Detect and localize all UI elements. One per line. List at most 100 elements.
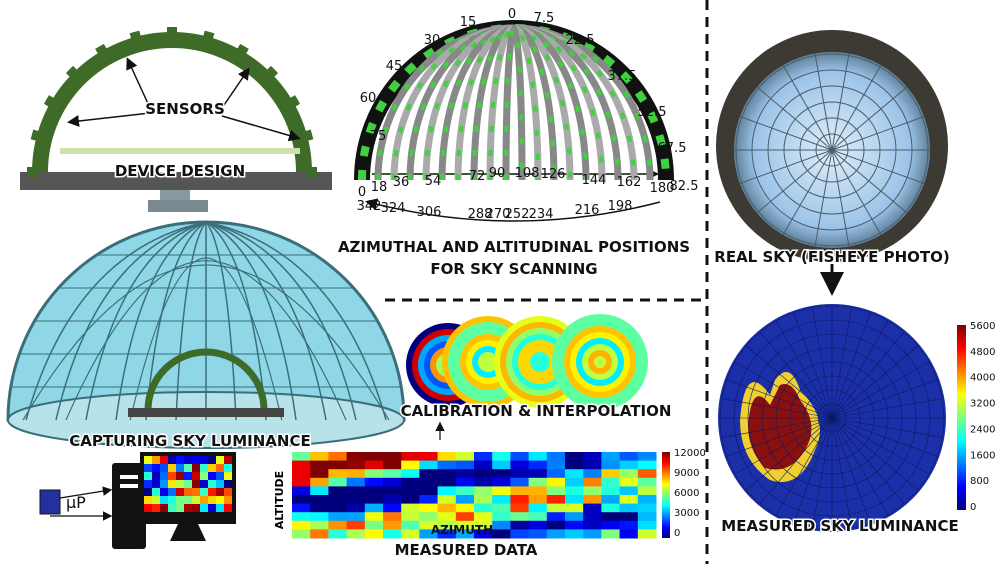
heat-cell [401,495,420,505]
screen-cell [184,472,192,480]
heat-cell [292,452,311,462]
screen-cell [216,456,224,464]
heat-cell [583,503,602,513]
heat-cell [637,460,657,470]
heat-cell [328,512,348,522]
screen-cell [144,456,152,464]
heat-cell [401,529,420,539]
lum-spoke [831,312,871,419]
heat-cell [492,469,511,479]
screen-cell [144,464,152,472]
screen-cell [200,504,208,512]
screen-cell [224,456,232,464]
lum-spoke [726,379,833,419]
heat-cell [292,486,311,496]
screen-cell [200,472,208,480]
heat-cell [292,469,311,479]
azimuth-label: 36 [393,175,410,190]
azimuth-label: 342 [357,199,382,214]
heat-cell [637,520,657,530]
heat-cell [601,469,621,479]
screen-cell [168,480,176,488]
sky-spoke [831,86,908,151]
calibration-title: CALIBRATION & INTERPOLATION [401,402,672,420]
sky-spoke [756,86,833,151]
screen-cell [176,456,184,464]
colorbar-tick: 6000 [674,488,699,499]
altitude-label: 60 [360,91,377,106]
lum-spoke [831,379,938,419]
heat-cell [364,529,384,539]
lum-spoke [721,417,833,438]
heat-cell [437,469,457,479]
sky-spoke [782,149,833,236]
heat-cell [401,503,420,513]
screen-cell [224,480,232,488]
sky-spoke [831,116,925,151]
heat-cell [601,495,621,505]
colorbar-tick: 5600 [970,321,995,332]
heat-cell [528,495,548,505]
heat-cell [364,477,384,487]
processor-label: μP [66,493,86,512]
heat-cell [328,495,348,505]
screen-cell [192,464,200,472]
screen-cell [160,472,168,480]
azimuth-label: 324 [381,201,406,216]
azimuth-label: 126 [541,167,566,182]
heat-cell [346,529,366,539]
measured-title: MEASURED DATA [395,541,538,559]
screen-cell [152,464,160,472]
screen-cell [168,464,176,472]
heat-cell [637,477,657,487]
lum-spoke [831,417,889,516]
heat-cell [492,477,511,487]
screen-cell [176,464,184,472]
azimuth-label: 270 [486,207,511,222]
heat-cell [510,495,530,505]
heat-cell [474,477,493,487]
screen-cell [144,496,152,504]
screen-cell [184,456,192,464]
heat-cell [601,512,621,522]
lum-spoke [831,345,918,419]
screen-cell [208,496,216,504]
heat-cell [401,477,420,487]
heat-cell [546,469,566,479]
heat-cell [310,495,329,505]
scanning-dome [354,20,674,222]
altitude-label: 7.5 [534,11,555,26]
heat-cell [346,512,366,522]
screen-cell [216,496,224,504]
heat-cell [565,486,584,496]
sky-spoke [756,149,833,214]
heat-cell [601,452,621,462]
heat-cell [401,452,420,462]
azimuth-label: 216 [575,203,600,218]
device [144,348,268,411]
lum-spoke [734,417,833,475]
heat-cell [474,486,493,496]
sensor [301,129,314,142]
heat-cell [328,477,348,487]
heat-cell [492,495,511,505]
screen-cell [144,480,152,488]
heat-cell [383,460,402,470]
heat-cell [419,503,439,513]
heat-cell [455,486,475,496]
colorbar-tick: 4800 [970,347,995,358]
screen-cell [184,480,192,488]
heat-cell [492,486,511,496]
lum-spoke [831,307,852,419]
screen-cell [160,456,168,464]
heat-cell [310,503,329,513]
sensor [202,30,215,43]
scanning-title: FOR SKY SCANNING [430,260,597,278]
heat-cell [528,520,548,530]
glass-dome [6,220,406,449]
heat-cell [637,486,657,496]
lum-spoke [831,320,889,419]
altitude-label: 37.5 [608,69,637,84]
heat-cell [419,452,439,462]
sky-spoke [831,149,882,236]
